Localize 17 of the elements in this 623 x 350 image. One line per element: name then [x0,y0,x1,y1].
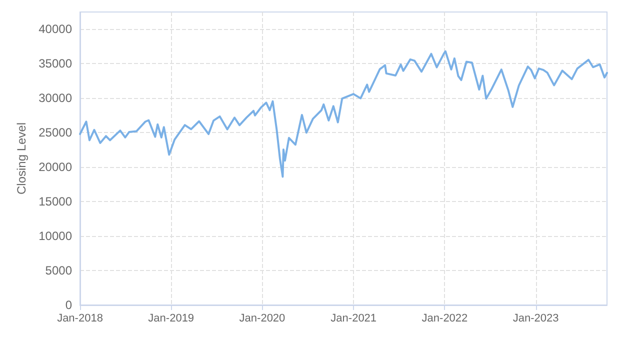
x-tick-label: Jan-2021 [330,312,377,324]
x-tick-label: Jan-2022 [422,312,468,324]
y-tick-label: 0 [65,298,72,312]
x-tick-label: Jan-2020 [239,312,286,324]
line-series [79,50,608,178]
x-tick-label: Jan-2019 [148,312,194,324]
y-tick-label: 40000 [38,22,72,36]
y-tick-label: 35000 [38,56,72,71]
y-tick-label: 25000 [38,126,72,140]
y-tick-label: 5000 [45,264,72,278]
y-tick-label: 30000 [38,91,72,106]
y-axis-title: Closing Level [14,122,29,195]
y-tick-label: 15000 [38,194,72,209]
x-tick-label: Jan-2023 [512,312,559,324]
x-tick-label: Jan-2018 [57,312,103,324]
y-tick-label: 10000 [38,229,72,244]
y-tick-label: 20000 [38,160,72,174]
